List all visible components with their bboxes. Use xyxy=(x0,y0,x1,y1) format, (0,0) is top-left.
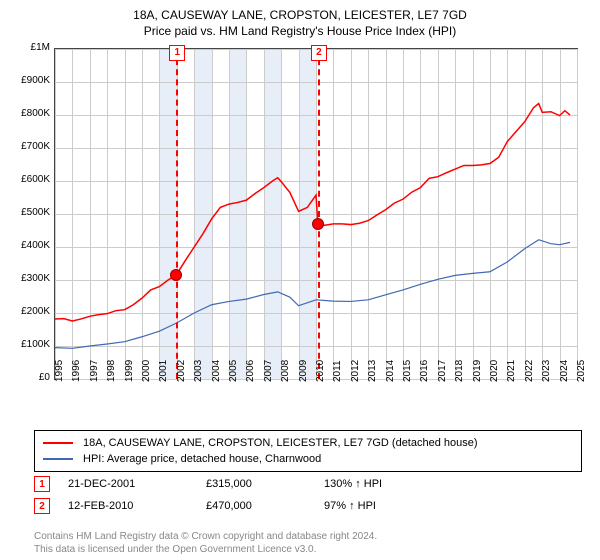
x-tick-label: 2000 xyxy=(141,360,152,382)
x-tick-label: 2020 xyxy=(489,360,500,382)
x-tick-label: 1999 xyxy=(124,360,135,382)
x-tick-label: 2021 xyxy=(506,360,517,382)
x-tick-label: 2008 xyxy=(280,360,291,382)
legend-label-1: 18A, CAUSEWAY LANE, CROPSTON, LEICESTER,… xyxy=(83,437,478,449)
y-tick-label: £600K xyxy=(2,174,50,185)
x-tick-label: 2012 xyxy=(350,360,361,382)
sale-price-1: £315,000 xyxy=(206,478,306,490)
x-tick-label: 1998 xyxy=(106,360,117,382)
x-tick-label: 2011 xyxy=(332,360,343,382)
sale-flag-1: 1 xyxy=(34,476,50,492)
x-tick-label: 2001 xyxy=(158,360,169,382)
sale-vertical-1: 1 xyxy=(176,49,178,379)
y-tick-label: £0 xyxy=(2,372,50,383)
footer-line-2: This data is licensed under the Open Gov… xyxy=(34,544,377,557)
sale-date-2: 12-FEB-2010 xyxy=(68,500,188,512)
legend-label-2: HPI: Average price, detached house, Char… xyxy=(83,453,321,465)
series-line-1 xyxy=(55,240,570,349)
sale-price-2: £470,000 xyxy=(206,500,306,512)
sale-dot-1 xyxy=(170,269,182,281)
sale-flag-box-2: 2 xyxy=(311,45,327,61)
y-tick-label: £100K xyxy=(2,339,50,350)
plot-region: 12 xyxy=(54,48,578,380)
x-tick-label: 2006 xyxy=(245,360,256,382)
y-tick-label: £400K xyxy=(2,240,50,251)
x-tick-label: 2005 xyxy=(228,360,239,382)
x-tick-label: 2009 xyxy=(298,360,309,382)
x-tick-label: 2024 xyxy=(559,360,570,382)
x-tick-label: 2016 xyxy=(419,360,430,382)
x-tick-label: 2004 xyxy=(211,360,222,382)
x-tick-label: 2014 xyxy=(385,360,396,382)
sale-row-2: 2 12-FEB-2010 £470,000 97% ↑ HPI xyxy=(34,498,574,514)
chart-subtitle: Price paid vs. HM Land Registry's House … xyxy=(0,22,600,38)
y-tick-label: £800K xyxy=(2,108,50,119)
y-tick-label: £700K xyxy=(2,141,50,152)
sale-vertical-2: 2 xyxy=(318,49,320,379)
legend-row-2: HPI: Average price, detached house, Char… xyxy=(43,451,573,467)
series-line-0 xyxy=(55,103,570,320)
y-tick-label: £200K xyxy=(2,306,50,317)
legend-swatch-1 xyxy=(43,442,73,444)
x-tick-label: 2022 xyxy=(524,360,535,382)
sale-date-1: 21-DEC-2001 xyxy=(68,478,188,490)
sale-flag-2: 2 xyxy=(34,498,50,514)
x-tick-label: 2003 xyxy=(193,360,204,382)
x-tick-label: 2002 xyxy=(176,360,187,382)
chart-title: 18A, CAUSEWAY LANE, CROPSTON, LEICESTER,… xyxy=(0,0,600,22)
legend-row-1: 18A, CAUSEWAY LANE, CROPSTON, LEICESTER,… xyxy=(43,435,573,451)
legend: 18A, CAUSEWAY LANE, CROPSTON, LEICESTER,… xyxy=(34,430,582,472)
x-tick-label: 2025 xyxy=(576,360,587,382)
x-tick-label: 1996 xyxy=(71,360,82,382)
x-tick-label: 1997 xyxy=(89,360,100,382)
x-tick-label: 2017 xyxy=(437,360,448,382)
sale-hpi-2: 97% ↑ HPI xyxy=(324,500,444,512)
footer-line-1: Contains HM Land Registry data © Crown c… xyxy=(34,531,377,544)
chart-area: 12 £0£100K£200K£300K£400K£500K£600K£700K… xyxy=(0,40,600,420)
y-tick-label: £300K xyxy=(2,273,50,284)
x-tick-label: 1995 xyxy=(54,360,65,382)
footer-attribution: Contains HM Land Registry data © Crown c… xyxy=(34,531,377,556)
legend-swatch-2 xyxy=(43,458,73,460)
x-tick-label: 2023 xyxy=(541,360,552,382)
x-tick-label: 2019 xyxy=(472,360,483,382)
x-tick-label: 2010 xyxy=(315,360,326,382)
y-tick-label: £1M xyxy=(2,42,50,53)
series-lines xyxy=(55,49,577,379)
y-tick-label: £900K xyxy=(2,75,50,86)
sale-hpi-1: 130% ↑ HPI xyxy=(324,478,444,490)
gridline-v xyxy=(577,49,578,379)
y-tick-label: £500K xyxy=(2,207,50,218)
x-tick-label: 2013 xyxy=(367,360,378,382)
sale-flag-box-1: 1 xyxy=(169,45,185,61)
sale-row-1: 1 21-DEC-2001 £315,000 130% ↑ HPI xyxy=(34,476,574,492)
x-tick-label: 2018 xyxy=(454,360,465,382)
sale-dot-2 xyxy=(312,218,324,230)
x-tick-label: 2015 xyxy=(402,360,413,382)
x-tick-label: 2007 xyxy=(263,360,274,382)
